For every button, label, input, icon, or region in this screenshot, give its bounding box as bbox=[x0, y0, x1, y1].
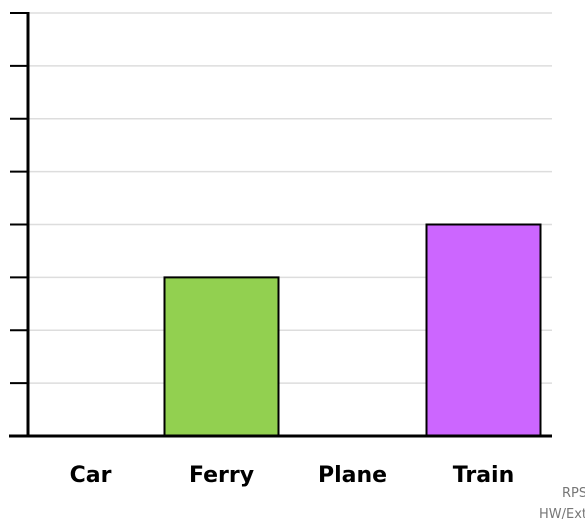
category-label-car: Car bbox=[70, 463, 112, 488]
watermark-line-2: HW/Ext bbox=[539, 507, 585, 522]
watermark-line-1: RPS bbox=[562, 486, 585, 501]
category-label-plane: Plane bbox=[318, 463, 387, 488]
category-label-train: Train bbox=[453, 463, 515, 488]
bar-train bbox=[425, 223, 542, 437]
bar-ferry bbox=[163, 276, 280, 437]
y-ticks bbox=[10, 12, 28, 437]
category-labels: Car Ferry Plane Train bbox=[70, 463, 515, 488]
category-label-ferry: Ferry bbox=[189, 463, 254, 488]
gridlines bbox=[28, 12, 552, 384]
bars bbox=[163, 223, 542, 437]
